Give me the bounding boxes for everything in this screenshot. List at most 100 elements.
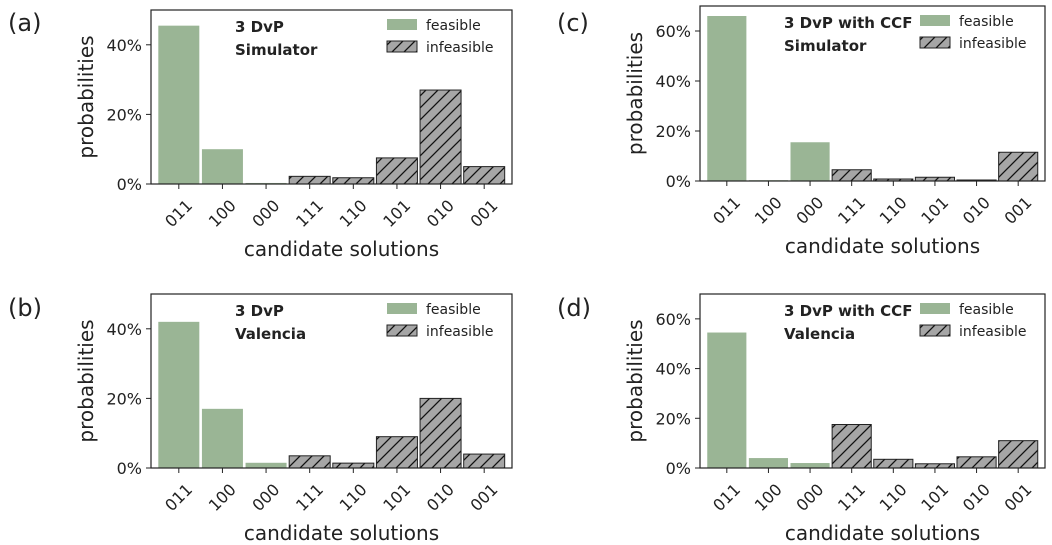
x-tick-label: 000 (792, 193, 827, 228)
bar-000 (790, 142, 830, 181)
y-tick-label: 20% (655, 122, 691, 141)
chart-panel-c: (c) 011 100 000 111 110 101 010 001 0% 20% 40% 60% ca… (557, 5, 1046, 258)
legend-swatch-feasible (387, 19, 417, 30)
x-tick-label: 001 (1000, 480, 1035, 515)
x-axis-label: candidate solutions (244, 237, 439, 261)
panel-label: (a) (8, 9, 41, 37)
x-tick-label: 101 (917, 480, 952, 515)
legend-swatch-infeasible (386, 324, 418, 337)
bar-111 (288, 175, 331, 185)
legend-swatch-feasible (920, 15, 950, 26)
bar-011 (707, 332, 747, 468)
y-tick-label: 40% (655, 72, 691, 91)
legend-label-feasible: feasible (426, 302, 481, 318)
y-tick-label: 40% (106, 320, 142, 339)
x-tick-label: 011 (709, 193, 744, 228)
y-tick-label: 20% (106, 105, 142, 124)
y-tick-label: 60% (655, 310, 691, 329)
x-tick-label: 001 (466, 196, 501, 231)
panel-label: (d) (557, 294, 591, 322)
x-tick-label: 011 (709, 480, 744, 515)
chart-title-line: Valencia (235, 325, 306, 343)
bar-001 (463, 166, 506, 185)
legend-label-infeasible: infeasible (426, 40, 493, 56)
y-axis-label: probabilities (74, 35, 98, 158)
y-axis-label: probabilities (74, 319, 98, 442)
panel-label: (b) (8, 294, 42, 322)
panel-label: (c) (557, 9, 589, 37)
legend-swatch-infeasible (386, 40, 418, 53)
y-tick-label: 40% (106, 36, 142, 55)
y-axis-label: probabilities (623, 319, 647, 442)
bar-010 (419, 397, 462, 469)
x-tick-label: 100 (751, 480, 786, 515)
bar-100 (201, 408, 243, 468)
x-tick-label: 011 (161, 480, 196, 515)
bar-011 (158, 25, 200, 184)
bar-111 (831, 169, 872, 182)
x-tick-label: 100 (205, 196, 240, 231)
x-tick-label: 010 (959, 480, 994, 515)
x-tick-label: 100 (751, 193, 786, 228)
legend-label-infeasible: infeasible (959, 324, 1026, 340)
y-axis-label: probabilities (623, 32, 647, 155)
bar-000 (245, 462, 287, 468)
bar-101 (375, 157, 418, 185)
bar-111 (288, 455, 331, 469)
x-tick-label: 000 (248, 480, 283, 515)
x-tick-label: 101 (379, 196, 414, 231)
x-tick-label: 110 (336, 196, 371, 231)
bar-000 (790, 463, 830, 468)
x-tick-label: 111 (834, 480, 869, 515)
legend-swatch-feasible (920, 303, 950, 314)
chart-title-line: Valencia (784, 325, 855, 343)
chart-title-line: 3 DvP with CCF (784, 14, 912, 32)
bar-010 (956, 456, 997, 469)
chart-title-line: 3 DvP (235, 18, 284, 36)
y-tick-label: 20% (655, 409, 691, 428)
y-tick-label: 20% (106, 389, 142, 408)
y-tick-label: 0% (666, 172, 691, 191)
chart-title-line: 3 DvP with CCF (784, 302, 912, 320)
x-tick-label: 100 (205, 480, 240, 515)
y-tick-label: 60% (655, 22, 691, 41)
chart-title-line: Simulator (784, 37, 867, 55)
legend-label-feasible: feasible (426, 18, 481, 34)
bar-110 (332, 462, 375, 469)
x-axis-label: candidate solutions (244, 521, 439, 541)
chart-panel-d: (d) 011 100 000 111 110 101 010 001 0% 20% 40% 60% ca… (557, 293, 1046, 545)
y-tick-label: 40% (655, 360, 691, 379)
bar-111 (831, 424, 872, 469)
x-axis-label: candidate solutions (785, 521, 980, 541)
bar-011 (707, 16, 747, 181)
bar-011 (158, 321, 200, 468)
bar-110 (332, 177, 375, 185)
chart-panel-b: (b) 011 100 000 111 110 101 010 001 0% 20% 40% candi… (8, 293, 513, 545)
plot-frame (699, 5, 1046, 182)
x-tick-label: 010 (423, 480, 458, 515)
legend-label-infeasible: infeasible (426, 324, 493, 340)
x-tick-label: 110 (876, 480, 911, 515)
plot-frame (150, 9, 513, 185)
y-tick-label: 0% (666, 459, 691, 478)
x-tick-label: 101 (917, 193, 952, 228)
y-tick-label: 0% (117, 175, 142, 194)
bar-101 (375, 436, 418, 469)
plot-frame (150, 293, 513, 469)
legend-swatch-feasible (387, 303, 417, 314)
x-tick-label: 010 (423, 196, 458, 231)
x-tick-label: 110 (876, 193, 911, 228)
x-tick-label: 010 (959, 193, 994, 228)
x-tick-label: 001 (466, 480, 501, 515)
legend-label-feasible: feasible (959, 14, 1014, 30)
y-tick-label: 0% (117, 459, 142, 478)
chart-panel-a: (a) 011 100 000 111 110 101 010 001 0% 20% 40% candi… (8, 9, 513, 261)
bar-001 (463, 453, 506, 469)
legend-swatch-infeasible (919, 36, 951, 49)
bar-001 (998, 440, 1039, 469)
x-tick-label: 001 (1000, 193, 1035, 228)
bar-010 (419, 89, 462, 185)
bar-101 (914, 463, 955, 469)
